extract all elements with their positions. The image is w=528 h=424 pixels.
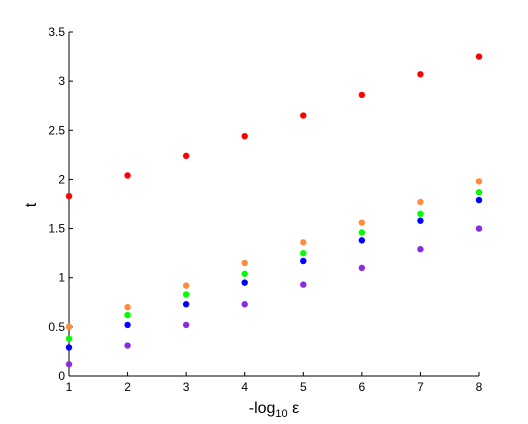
x-axis-label-subscript: 10: [275, 408, 287, 420]
x-tick-label: 5: [300, 380, 307, 394]
x-tick-label: 4: [241, 380, 248, 394]
data-point-series-5: [475, 225, 483, 232]
data-point-series-5: [417, 246, 424, 253]
data-point-series-4: [475, 196, 483, 204]
x-tick-label: 8: [476, 380, 483, 394]
data-point-series-3: [417, 210, 424, 218]
data-point-series-2: [182, 282, 190, 289]
axes: [68, 32, 479, 377]
ticks: 1 2 3 4 5 6 7 8 0 0.5 1 1.5 2 2.5 3 3.5: [48, 25, 482, 394]
data-point-series-5: [241, 301, 248, 308]
data-point-series-4: [300, 257, 307, 265]
data-point-series-2: [300, 239, 307, 246]
data-point-series-3: [65, 335, 73, 342]
data-point-series-4: [241, 279, 248, 286]
y-tick-label: 2: [58, 172, 65, 186]
data-point-series-3: [182, 291, 190, 298]
data-point-series-1: [300, 112, 307, 119]
y-tick-label: 0.5: [48, 320, 65, 334]
data-point-series-3: [124, 311, 131, 319]
data-point-series-2: [358, 219, 366, 226]
data-point-series-1: [65, 192, 73, 200]
x-tick-label: 3: [183, 380, 190, 394]
data-point-series-1: [417, 71, 424, 78]
data-point-series-3: [300, 249, 307, 257]
x-tick-label: 7: [417, 380, 424, 394]
data-point-series-1: [475, 53, 483, 60]
y-tick-label: 0: [58, 369, 65, 383]
data-point-series-2: [475, 178, 483, 185]
data-point-series-3: [475, 189, 483, 196]
y-tick-label: 1.5: [48, 222, 65, 236]
data-point-series-1: [358, 91, 366, 99]
data-point-series-4: [358, 237, 366, 244]
data-point-series-5: [182, 321, 190, 329]
y-tick-label: 3: [58, 74, 65, 88]
data-point-series-1: [241, 132, 248, 140]
data-point-series-3: [358, 229, 366, 236]
data-point-series-5: [300, 281, 307, 288]
y-tick-label: 2.5: [48, 123, 65, 137]
y-tick-label: 1: [58, 271, 65, 285]
data-point-series-1: [182, 152, 190, 160]
data-point-series-2: [124, 304, 131, 311]
data-point-series-5: [65, 361, 73, 368]
x-tick-label: 2: [124, 380, 131, 394]
x-axis-label-main: -log: [249, 400, 276, 417]
x-tick-label: 6: [359, 380, 366, 394]
data-point-series-4: [417, 217, 424, 224]
data-point-series-4: [182, 301, 190, 308]
data-point-series-2: [65, 323, 73, 331]
data-point-series-4: [65, 344, 73, 351]
data-point-series-1: [124, 172, 131, 179]
data-point-series-2: [417, 198, 424, 206]
data-point-series-5: [124, 342, 131, 349]
data-point-series-5: [358, 264, 366, 272]
data-point-series-4: [124, 321, 131, 329]
x-axis-label-symbol: ε: [288, 400, 300, 417]
x-axis-label: -log10 ε: [249, 400, 300, 420]
y-tick-label: 3.5: [48, 25, 65, 39]
x-tick-label: 1: [66, 380, 73, 394]
data-points: [65, 53, 483, 368]
y-axis-label: t: [23, 202, 40, 207]
data-point-series-3: [241, 270, 248, 277]
data-point-series-2: [241, 259, 248, 267]
